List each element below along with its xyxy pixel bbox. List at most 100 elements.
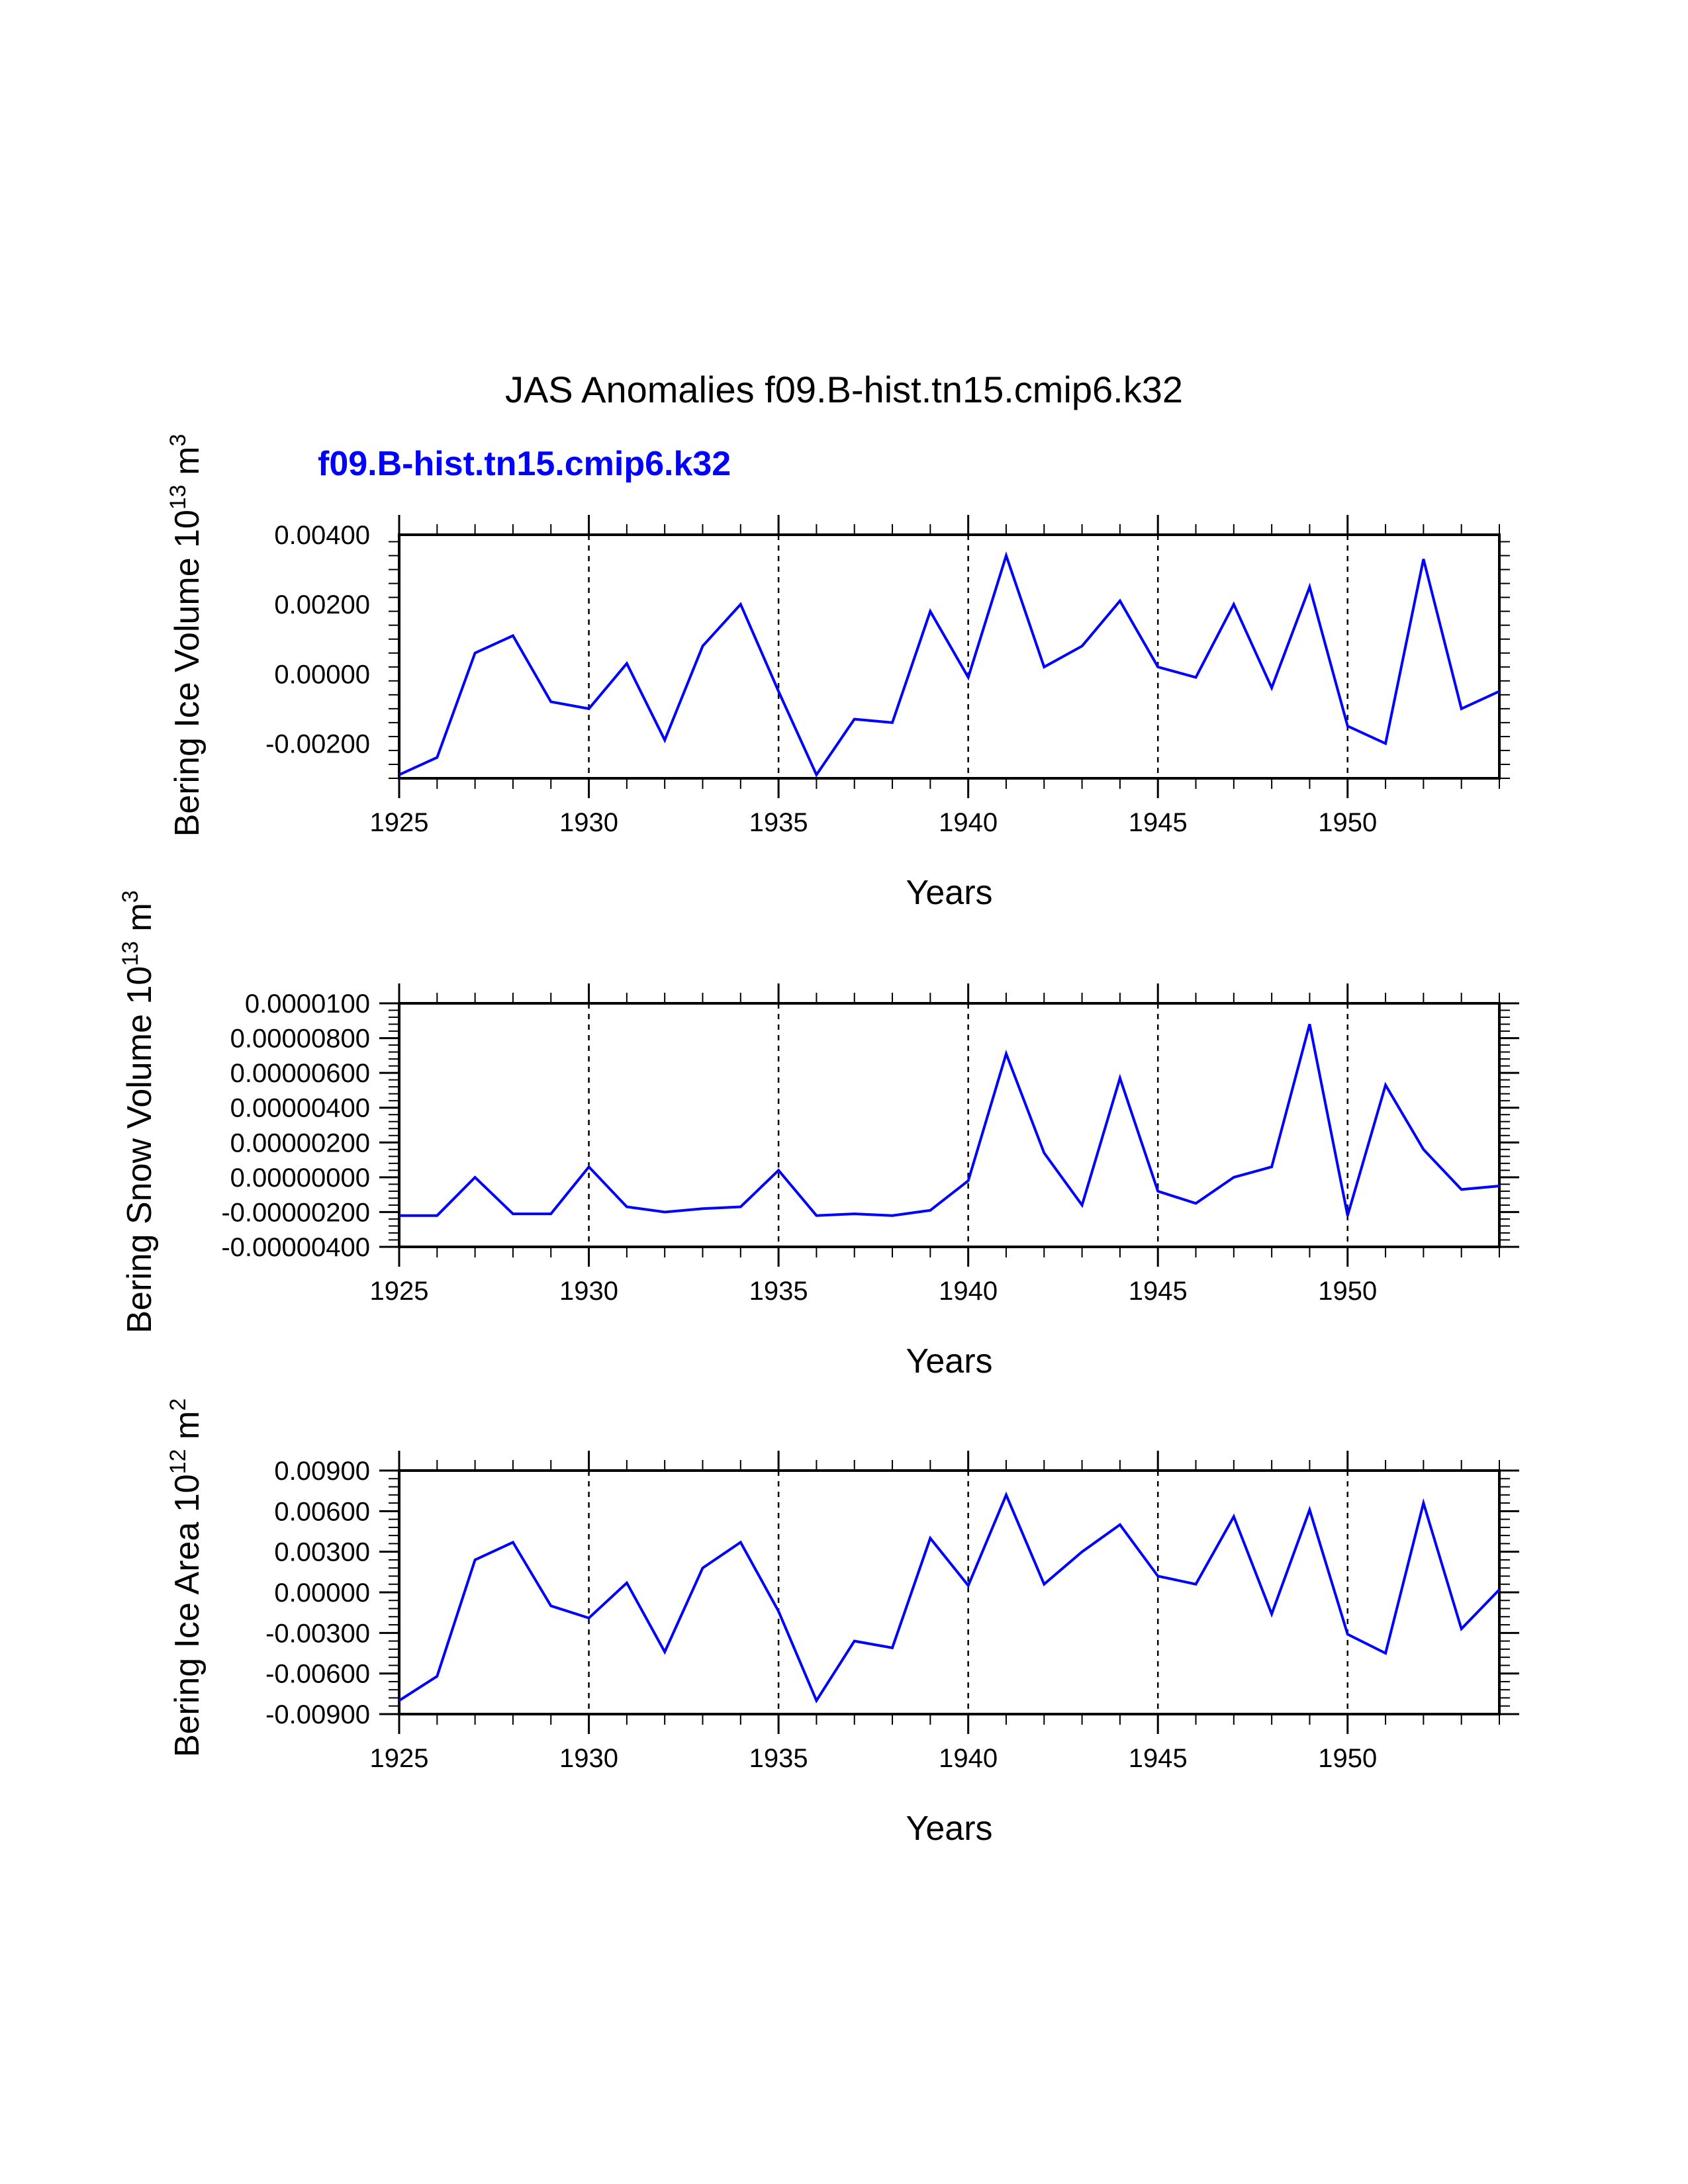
data-point <box>928 1536 932 1540</box>
data-point <box>1270 1165 1274 1169</box>
data-point <box>776 690 780 694</box>
data-point <box>663 1650 667 1654</box>
x-tick-label: 1945 <box>1129 808 1188 837</box>
data-point <box>1346 1214 1350 1218</box>
x-tick-label: 1940 <box>939 1744 998 1773</box>
data-point <box>625 1581 629 1585</box>
data-point <box>1156 665 1160 669</box>
plot-frame <box>398 1002 1501 1248</box>
data-point <box>814 773 818 777</box>
data-point <box>1232 1515 1236 1519</box>
data-point <box>700 1206 704 1210</box>
data-point <box>1383 1651 1387 1655</box>
y-tick-label: 0.00200 <box>274 590 370 619</box>
data-point <box>814 1699 818 1703</box>
data-point <box>1194 676 1198 680</box>
x-tick-label: 1930 <box>559 1277 618 1306</box>
x-tick-label: 1950 <box>1318 1744 1377 1773</box>
data-point <box>1383 741 1387 745</box>
data-point <box>700 644 704 648</box>
data-point <box>1194 1582 1198 1586</box>
data-point <box>1383 1083 1387 1087</box>
data-point <box>663 738 667 742</box>
data-point <box>1307 585 1311 589</box>
data-point <box>511 1212 515 1216</box>
data-point <box>890 721 894 725</box>
x-tick-label: 1925 <box>370 1277 429 1306</box>
data-point <box>587 1616 591 1620</box>
x-tick-label: 1935 <box>749 1277 808 1306</box>
x-tick-label: 1930 <box>559 1744 618 1773</box>
data-point <box>1232 1175 1236 1179</box>
data-point <box>1460 1187 1464 1191</box>
data-point <box>853 1212 857 1216</box>
data-point <box>473 651 477 655</box>
data-point <box>473 1558 477 1562</box>
data-point <box>1042 1582 1046 1586</box>
x-axis-label: Years <box>906 874 992 912</box>
data-point <box>853 1639 857 1643</box>
panel-ice_volume: 1925 1930 1935 1940 1945 1950 0.00400 0.00200 0.… <box>165 434 1510 912</box>
data-point <box>1307 1508 1311 1512</box>
data-point <box>1080 1550 1084 1554</box>
y-tick-label: -0.00000400 <box>221 1233 370 1262</box>
y-tick-label: 0.00600 <box>274 1497 370 1526</box>
data-point <box>549 1212 553 1216</box>
data-point <box>1270 1612 1274 1616</box>
data-point <box>853 717 857 721</box>
data-point <box>739 1205 743 1209</box>
series-legend-label: f09.B-hist.tn15.cmip6.k32 <box>318 445 731 483</box>
data-point <box>397 773 401 777</box>
data-point <box>814 1214 818 1218</box>
data-point <box>625 1205 629 1209</box>
x-tick-label: 1950 <box>1318 1277 1377 1306</box>
x-tick-label: 1925 <box>370 808 429 837</box>
data-point <box>890 1214 894 1218</box>
data-point <box>1118 1523 1122 1527</box>
x-tick-label: 1925 <box>370 1744 429 1773</box>
y-tick-label: 0.00000800 <box>230 1024 370 1054</box>
series-line-snow_volume <box>399 1023 1500 1217</box>
data-point <box>739 602 743 606</box>
data-point <box>435 1214 439 1218</box>
data-point <box>1042 1151 1046 1155</box>
data-point <box>1004 554 1008 558</box>
data-point <box>1080 1203 1084 1207</box>
data-point <box>739 1540 743 1544</box>
data-point <box>890 1646 894 1650</box>
y-tick-label: 0.00900 <box>274 1457 370 1486</box>
x-tick-label: 1950 <box>1318 808 1377 837</box>
data-point <box>397 1699 401 1703</box>
data-point <box>1232 602 1236 606</box>
data-point <box>1497 690 1501 694</box>
y-tick-label: -0.00200 <box>265 729 370 758</box>
x-tick-label: 1935 <box>749 808 808 837</box>
data-point <box>1421 557 1425 561</box>
data-point <box>435 755 439 759</box>
plot-frame <box>398 533 1501 780</box>
data-point <box>1156 1574 1160 1578</box>
data-point <box>1004 1052 1008 1056</box>
data-point <box>1004 1493 1008 1497</box>
x-axis-label: Years <box>906 1342 992 1381</box>
data-point <box>966 1179 970 1183</box>
plots-container: 1925 1930 1935 1940 1945 1950 0.00400 0.00200 0.… <box>118 434 1519 1848</box>
x-tick-label: 1940 <box>939 808 998 837</box>
data-point <box>663 1210 667 1214</box>
x-tick-label: 1935 <box>749 1744 808 1773</box>
y-tick-label: 0.00000000 <box>230 1163 370 1193</box>
y-tick-label: 0.0000100 <box>245 989 370 1019</box>
data-point <box>511 1540 515 1544</box>
data-point <box>1118 599 1122 603</box>
data-point <box>1346 1632 1350 1636</box>
y-axis-label: Bering Ice Area 1012 m2 <box>165 1398 207 1757</box>
y-tick-label: 0.00000200 <box>230 1128 370 1158</box>
data-point <box>700 1566 704 1570</box>
data-point <box>397 1214 401 1218</box>
data-point <box>776 1168 780 1172</box>
data-point <box>1080 644 1084 648</box>
data-point <box>966 1584 970 1588</box>
x-tick-label: 1940 <box>939 1277 998 1306</box>
data-point <box>1307 1023 1311 1026</box>
